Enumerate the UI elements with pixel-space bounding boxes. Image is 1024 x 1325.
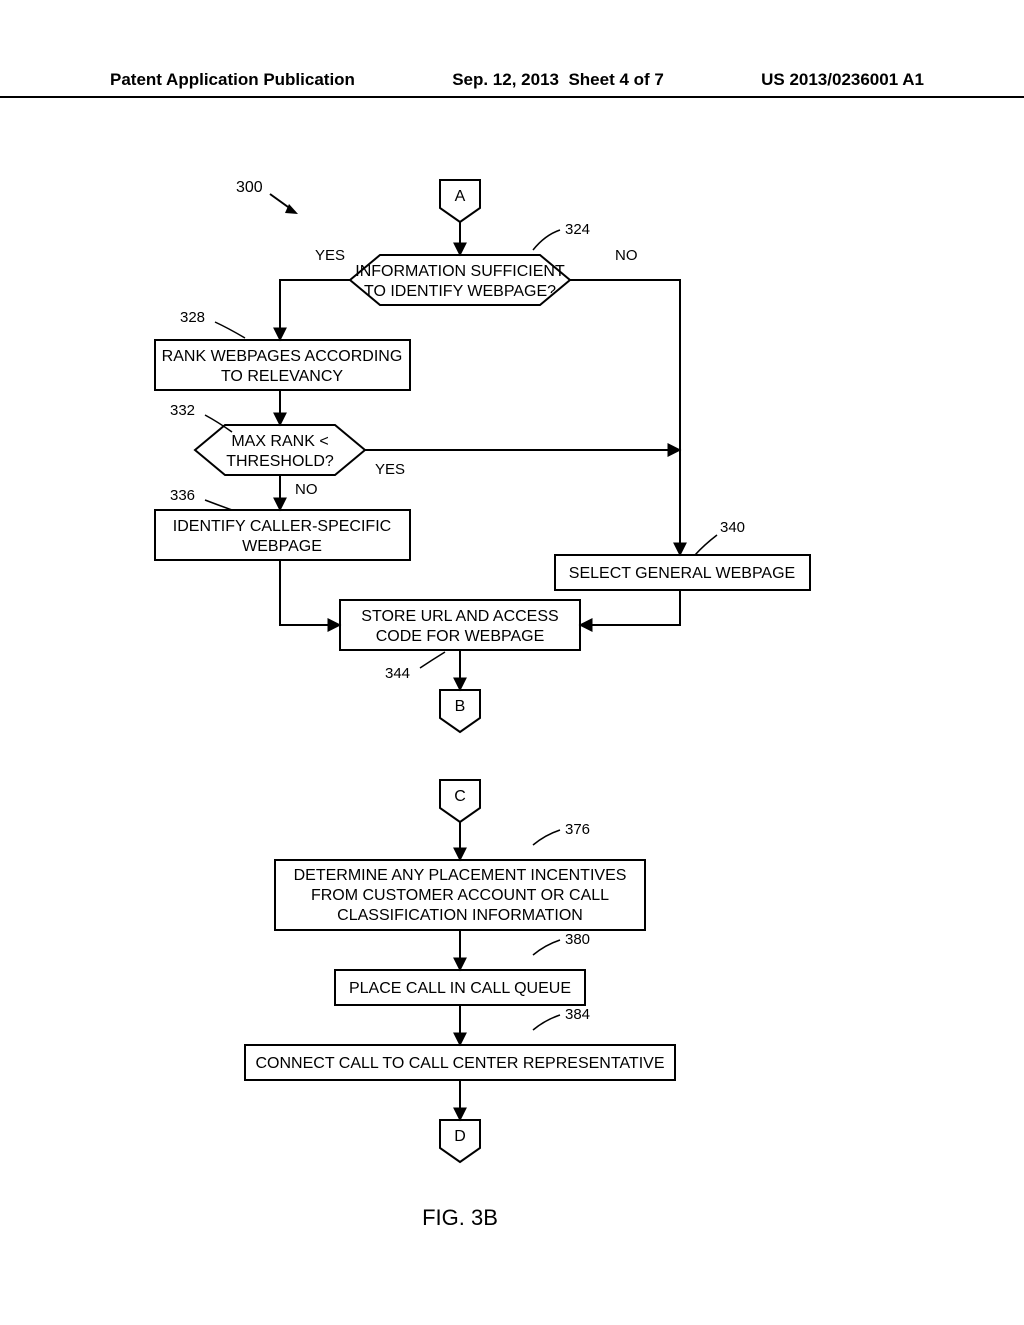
- label-no-332: NO: [295, 481, 318, 498]
- box-384: CONNECT CALL TO CALL CENTER REPRESENTATI…: [245, 1045, 675, 1080]
- page: Patent Application Publication Sep. 12, …: [0, 0, 1024, 1320]
- svg-text:MAX RANK <: MAX RANK <: [231, 433, 328, 450]
- header-date: Sep. 12, 2013 Sheet 4 of 7: [452, 70, 664, 90]
- decision-332: MAX RANK < THRESHOLD?: [195, 425, 365, 475]
- svg-text:D: D: [454, 1128, 466, 1145]
- box-328: RANK WEBPAGES ACCORDING TO RELEVANCY: [155, 340, 410, 390]
- svg-text:THRESHOLD?: THRESHOLD?: [226, 453, 334, 470]
- figure-label: FIG. 3B: [422, 1205, 498, 1230]
- ref-384: 384: [533, 1006, 590, 1030]
- svg-text:WEBPAGE: WEBPAGE: [242, 538, 322, 555]
- ref-380: 380: [533, 931, 590, 955]
- svg-text:B: B: [455, 698, 466, 715]
- svg-text:CONNECT CALL TO CALL CENTER RE: CONNECT CALL TO CALL CENTER REPRESENTATI…: [256, 1055, 665, 1072]
- svg-text:300: 300: [236, 179, 263, 196]
- svg-text:344: 344: [385, 665, 410, 682]
- connector-b: B: [440, 690, 480, 732]
- label-yes-332: YES: [375, 461, 405, 478]
- flowchart: A 300 INFORMATION SUFFICIENT TO IDENTIFY…: [0, 100, 1024, 1325]
- svg-text:336: 336: [170, 487, 195, 504]
- svg-text:340: 340: [720, 519, 745, 536]
- ref-328: 328: [180, 309, 245, 338]
- svg-text:A: A: [455, 188, 466, 205]
- svg-text:384: 384: [565, 1006, 590, 1023]
- svg-text:324: 324: [565, 221, 590, 238]
- connector-d: D: [440, 1120, 480, 1162]
- box-380: PLACE CALL IN CALL QUEUE: [335, 970, 585, 1005]
- decision-324: INFORMATION SUFFICIENT TO IDENTIFY WEBPA…: [350, 255, 570, 305]
- ref-344: 344: [385, 652, 445, 682]
- ref-336: 336: [170, 487, 232, 510]
- svg-text:PLACE CALL IN CALL QUEUE: PLACE CALL IN CALL QUEUE: [349, 980, 571, 997]
- svg-text:CLASSIFICATION INFORMATION: CLASSIFICATION INFORMATION: [337, 907, 583, 924]
- page-header: Patent Application Publication Sep. 12, …: [0, 70, 1024, 98]
- svg-text:328: 328: [180, 309, 205, 326]
- header-pub: Patent Application Publication: [110, 70, 355, 90]
- connector-a: A: [440, 180, 480, 222]
- svg-text:INFORMATION SUFFICIENT: INFORMATION SUFFICIENT: [355, 263, 565, 280]
- ref-300: 300: [236, 179, 298, 214]
- ref-376: 376: [533, 821, 590, 845]
- box-336: IDENTIFY CALLER-SPECIFIC WEBPAGE: [155, 510, 410, 560]
- svg-text:FROM CUSTOMER ACCOUNT OR CALL: FROM CUSTOMER ACCOUNT OR CALL: [311, 887, 609, 904]
- svg-text:332: 332: [170, 402, 195, 419]
- svg-text:C: C: [454, 788, 466, 805]
- ref-340: 340: [695, 519, 745, 555]
- ref-324: 324: [533, 221, 590, 250]
- svg-text:IDENTIFY CALLER-SPECIFIC: IDENTIFY CALLER-SPECIFIC: [173, 518, 391, 535]
- box-340: SELECT GENERAL WEBPAGE: [555, 555, 810, 590]
- label-no-324: NO: [615, 247, 638, 264]
- svg-text:376: 376: [565, 821, 590, 838]
- box-344: STORE URL AND ACCESS CODE FOR WEBPAGE: [340, 600, 580, 650]
- svg-text:STORE URL AND ACCESS: STORE URL AND ACCESS: [361, 608, 558, 625]
- svg-text:TO IDENTIFY WEBPAGE?: TO IDENTIFY WEBPAGE?: [364, 283, 556, 300]
- svg-text:RANK WEBPAGES ACCORDING: RANK WEBPAGES ACCORDING: [162, 348, 403, 365]
- label-yes-324: YES: [315, 247, 345, 264]
- svg-text:380: 380: [565, 931, 590, 948]
- header-docnum: US 2013/0236001 A1: [761, 70, 924, 90]
- box-376: DETERMINE ANY PLACEMENT INCENTIVES FROM …: [275, 860, 645, 930]
- svg-text:DETERMINE ANY PLACEMENT INCENT: DETERMINE ANY PLACEMENT INCENTIVES: [294, 867, 627, 884]
- connector-c: C: [440, 780, 480, 822]
- svg-text:TO RELEVANCY: TO RELEVANCY: [221, 368, 343, 385]
- svg-text:CODE FOR WEBPAGE: CODE FOR WEBPAGE: [376, 628, 545, 645]
- svg-text:SELECT GENERAL WEBPAGE: SELECT GENERAL WEBPAGE: [569, 565, 795, 582]
